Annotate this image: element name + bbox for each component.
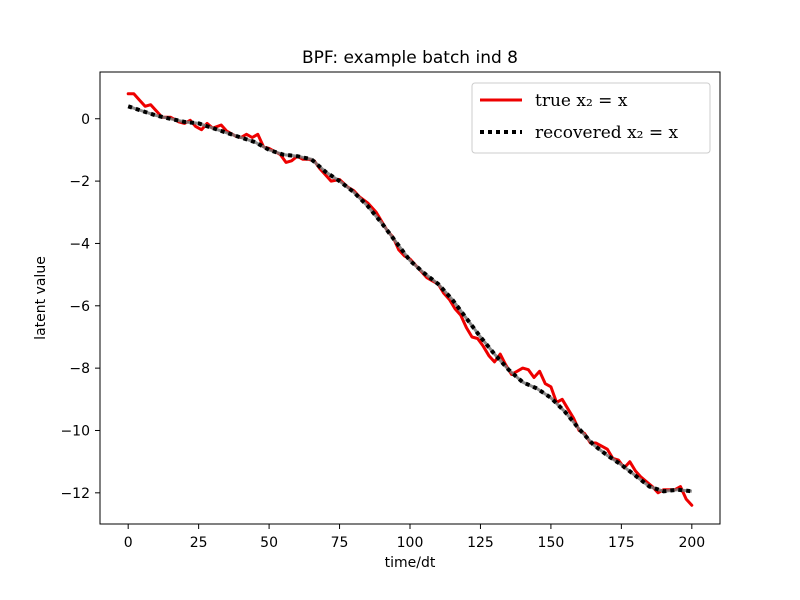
series-line-recovered-band — [127, 104, 692, 493]
x-axis-label: time/dt — [385, 555, 436, 571]
legend: true x₂ = x recovered x₂ = x — [471, 82, 711, 154]
series-line-recovered — [127, 104, 693, 494]
x-tick-label: 150 — [538, 535, 565, 551]
x-tick-label: 175 — [608, 535, 635, 551]
legend-true-label: true x₂ = x — [535, 91, 628, 111]
x-tick-label: 200 — [678, 535, 705, 551]
legend-box — [471, 82, 711, 154]
y-tick-label: −2 — [69, 174, 90, 190]
x-tick-label: 75 — [331, 535, 349, 551]
x-tick-label: 25 — [190, 535, 208, 551]
y-tick-label: −10 — [60, 423, 90, 439]
x-tick-label: 50 — [260, 535, 278, 551]
x-tick-label: 100 — [397, 535, 424, 551]
y-axis-label: latent value — [33, 256, 49, 340]
x-tick-label: 0 — [124, 535, 133, 551]
y-tick-label: −12 — [60, 486, 90, 502]
legend-recovered-label: recovered x₂ = x — [535, 123, 679, 143]
axes: 0 25 50 75 100 125 150 175 200 0 −2 −4 −6 −8 −10 −12 — [60, 71, 721, 551]
series-line-true — [126, 92, 694, 507]
y-tick-label: −6 — [69, 299, 90, 315]
y-tick-label: 0 — [81, 112, 90, 128]
y-tick-label: −4 — [69, 236, 90, 252]
series-layer — [126, 92, 694, 507]
x-tick-label: 125 — [467, 535, 494, 551]
y-tick-label: −8 — [69, 361, 90, 377]
chart-title: BPF: example batch ind 8 — [302, 48, 518, 68]
